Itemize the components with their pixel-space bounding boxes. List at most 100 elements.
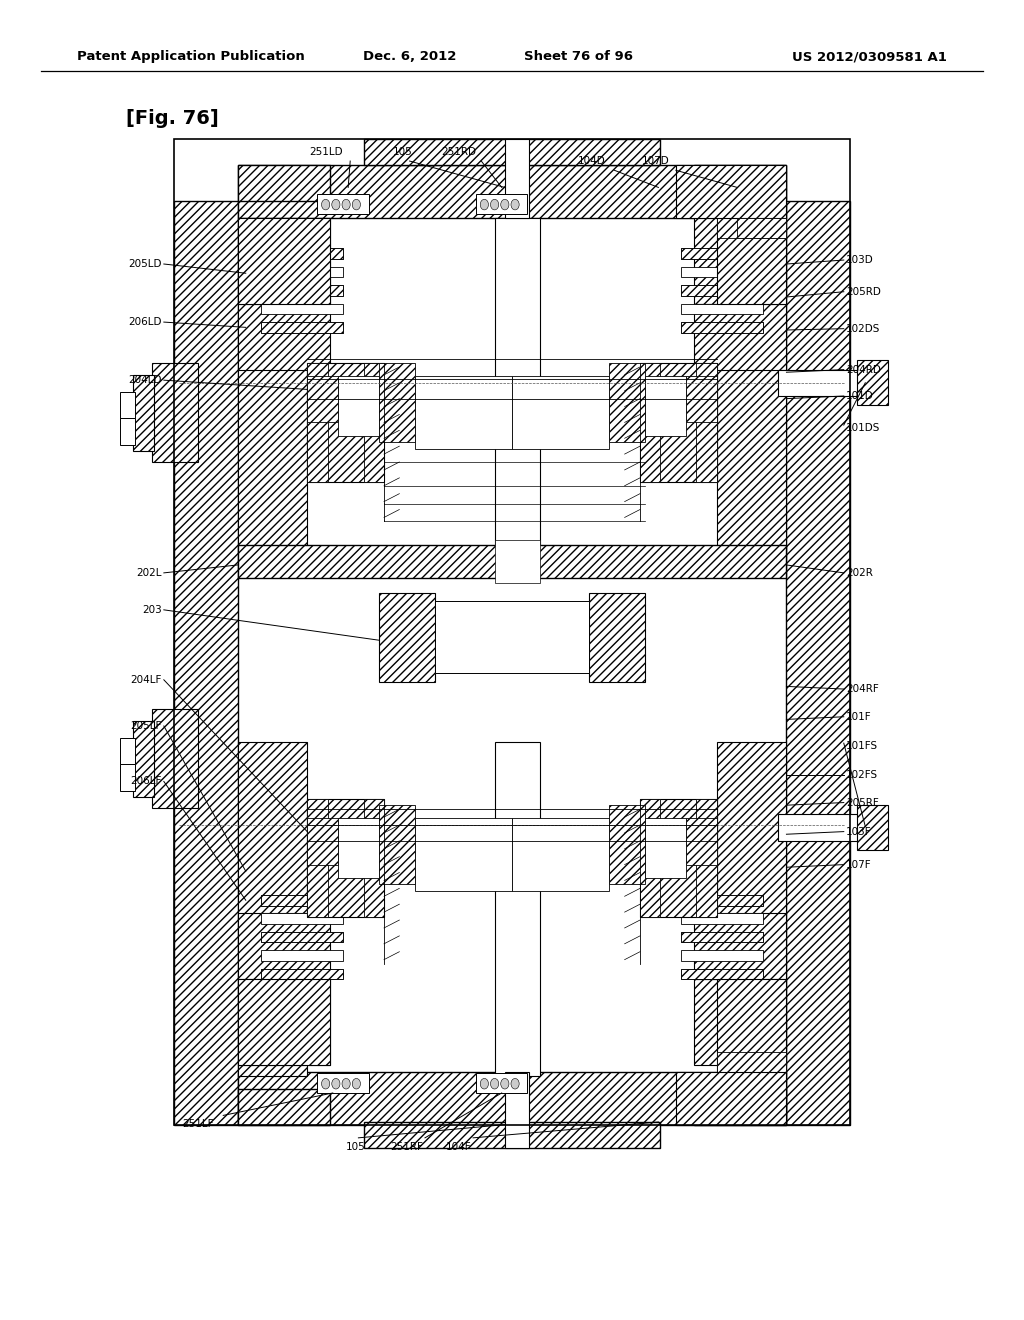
Text: Patent Application Publication: Patent Application Publication bbox=[77, 50, 304, 63]
Text: 204LD: 204LD bbox=[128, 375, 162, 385]
Bar bbox=[681, 932, 763, 942]
Circle shape bbox=[332, 199, 340, 210]
Bar bbox=[133, 721, 154, 797]
Bar bbox=[261, 950, 343, 961]
Text: 101DS: 101DS bbox=[846, 422, 881, 433]
Bar bbox=[120, 764, 135, 791]
Bar bbox=[681, 248, 763, 259]
Bar bbox=[512, 376, 609, 449]
Bar bbox=[238, 218, 307, 552]
Bar bbox=[261, 322, 343, 333]
Bar bbox=[694, 1089, 786, 1125]
Text: 101F: 101F bbox=[846, 711, 871, 722]
Circle shape bbox=[332, 1078, 340, 1089]
Bar bbox=[681, 895, 763, 906]
Text: 251RF: 251RF bbox=[390, 1142, 423, 1152]
Text: 107F: 107F bbox=[846, 859, 871, 870]
Circle shape bbox=[511, 199, 519, 210]
Bar bbox=[696, 363, 717, 482]
Bar bbox=[238, 165, 786, 218]
Bar bbox=[681, 322, 763, 333]
Bar bbox=[495, 218, 540, 552]
Bar bbox=[645, 818, 686, 878]
Bar bbox=[238, 545, 786, 578]
Bar bbox=[317, 194, 369, 214]
Text: 105: 105 bbox=[345, 1142, 366, 1152]
Bar bbox=[681, 913, 763, 924]
Text: Dec. 6, 2012: Dec. 6, 2012 bbox=[362, 50, 457, 63]
Bar bbox=[681, 969, 763, 979]
Text: 105: 105 bbox=[392, 147, 413, 157]
Bar bbox=[238, 165, 330, 201]
Bar bbox=[645, 376, 686, 436]
Bar bbox=[379, 805, 415, 884]
Text: 103F: 103F bbox=[846, 826, 871, 837]
Bar bbox=[717, 218, 786, 304]
Bar bbox=[778, 814, 865, 841]
Text: 104F: 104F bbox=[445, 1142, 472, 1152]
Bar bbox=[696, 799, 717, 917]
Bar bbox=[686, 818, 717, 865]
Bar bbox=[694, 165, 786, 201]
Bar bbox=[238, 979, 330, 1065]
Bar bbox=[717, 979, 786, 1065]
Text: 103D: 103D bbox=[846, 255, 873, 265]
Text: 251LF: 251LF bbox=[182, 1119, 213, 1130]
Bar bbox=[261, 322, 343, 333]
Bar bbox=[261, 969, 343, 979]
Bar bbox=[261, 285, 343, 296]
Bar bbox=[694, 979, 786, 1065]
Text: 202R: 202R bbox=[846, 568, 872, 578]
Bar bbox=[778, 370, 865, 396]
Bar bbox=[505, 1072, 529, 1148]
Bar bbox=[238, 913, 330, 979]
Text: 206LD: 206LD bbox=[128, 317, 162, 327]
Circle shape bbox=[501, 199, 509, 210]
Bar bbox=[238, 218, 330, 304]
Bar bbox=[261, 285, 343, 296]
Bar bbox=[238, 218, 330, 304]
Text: 202L: 202L bbox=[136, 568, 162, 578]
Bar bbox=[120, 392, 135, 418]
Bar bbox=[681, 304, 763, 314]
Circle shape bbox=[342, 1078, 350, 1089]
Bar bbox=[307, 818, 338, 865]
Bar bbox=[261, 248, 343, 259]
Bar bbox=[261, 267, 343, 277]
Bar bbox=[857, 805, 888, 850]
Bar bbox=[261, 969, 343, 979]
Bar bbox=[238, 1072, 786, 1125]
Circle shape bbox=[480, 199, 488, 210]
Bar bbox=[261, 895, 343, 906]
Bar bbox=[640, 799, 717, 917]
Bar bbox=[379, 593, 435, 682]
Bar bbox=[681, 895, 763, 906]
Bar bbox=[609, 363, 645, 442]
Text: 101D: 101D bbox=[846, 391, 873, 401]
Text: 205LD: 205LD bbox=[128, 259, 162, 269]
Bar bbox=[609, 805, 645, 884]
Circle shape bbox=[322, 199, 330, 210]
Text: [Fig. 76]: [Fig. 76] bbox=[126, 110, 219, 128]
Text: 204RF: 204RF bbox=[846, 684, 879, 694]
Text: 102FS: 102FS bbox=[846, 770, 878, 780]
Bar bbox=[238, 979, 330, 1065]
Bar bbox=[307, 376, 338, 422]
Bar bbox=[694, 304, 786, 370]
Bar bbox=[364, 1122, 660, 1148]
Circle shape bbox=[480, 1078, 488, 1089]
Text: 204RD: 204RD bbox=[846, 364, 881, 375]
Bar bbox=[120, 738, 135, 764]
Bar bbox=[857, 360, 888, 405]
Bar bbox=[238, 1089, 330, 1125]
Bar bbox=[238, 304, 330, 370]
Text: 206LF: 206LF bbox=[130, 776, 162, 787]
Bar bbox=[261, 248, 343, 259]
Bar bbox=[261, 895, 343, 906]
Bar bbox=[676, 165, 786, 218]
Bar bbox=[476, 1073, 527, 1093]
Text: 104D: 104D bbox=[578, 156, 606, 166]
Bar bbox=[317, 1073, 369, 1093]
Bar bbox=[717, 1052, 786, 1072]
Bar bbox=[737, 218, 786, 238]
